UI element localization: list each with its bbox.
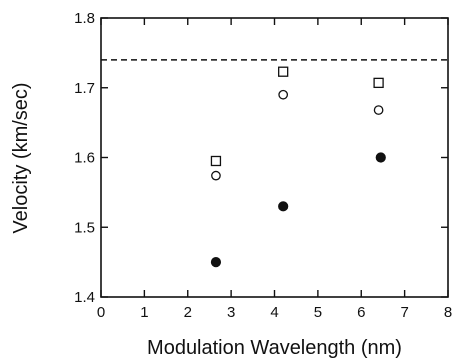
- axis-ticks: 0 1 2 3 4 5 6 7 8 1.4 1.5 1.6 1.7 1.8: [74, 10, 452, 321]
- open-circle-point: [211, 170, 221, 181]
- y-axis-title: Velocity (km/sec): [10, 82, 32, 233]
- open-circle-point: [373, 105, 384, 115]
- filled-circle-point: [210, 257, 222, 268]
- open-circle-point: [278, 89, 289, 100]
- data-points: [210, 66, 386, 268]
- filled-circle-point: [375, 152, 386, 163]
- y-tick-label: 1.5: [74, 219, 95, 236]
- open-square-point: [278, 66, 289, 77]
- y-tick-label: 1.7: [74, 80, 95, 97]
- x-tick-label: 0: [97, 304, 105, 321]
- x-tick-label: 5: [314, 304, 322, 321]
- x-tick-label: 6: [357, 304, 365, 321]
- open-square-point: [373, 77, 384, 89]
- x-axis-title: Modulation Wavelength (nm): [147, 337, 402, 359]
- x-tick-label: 3: [227, 304, 235, 321]
- x-tick-label: 4: [270, 304, 278, 321]
- open-square-point: [210, 155, 222, 167]
- filled-circle-point: [278, 201, 289, 212]
- y-tick-label: 1.6: [74, 150, 95, 167]
- y-tick-label: 1.8: [74, 10, 95, 27]
- x-tick-label: 7: [400, 304, 408, 321]
- y-tick-label: 1.4: [74, 289, 95, 306]
- x-tick-label: 1: [140, 304, 148, 321]
- x-tick-label: 8: [444, 304, 452, 321]
- x-tick-label: 2: [184, 304, 192, 321]
